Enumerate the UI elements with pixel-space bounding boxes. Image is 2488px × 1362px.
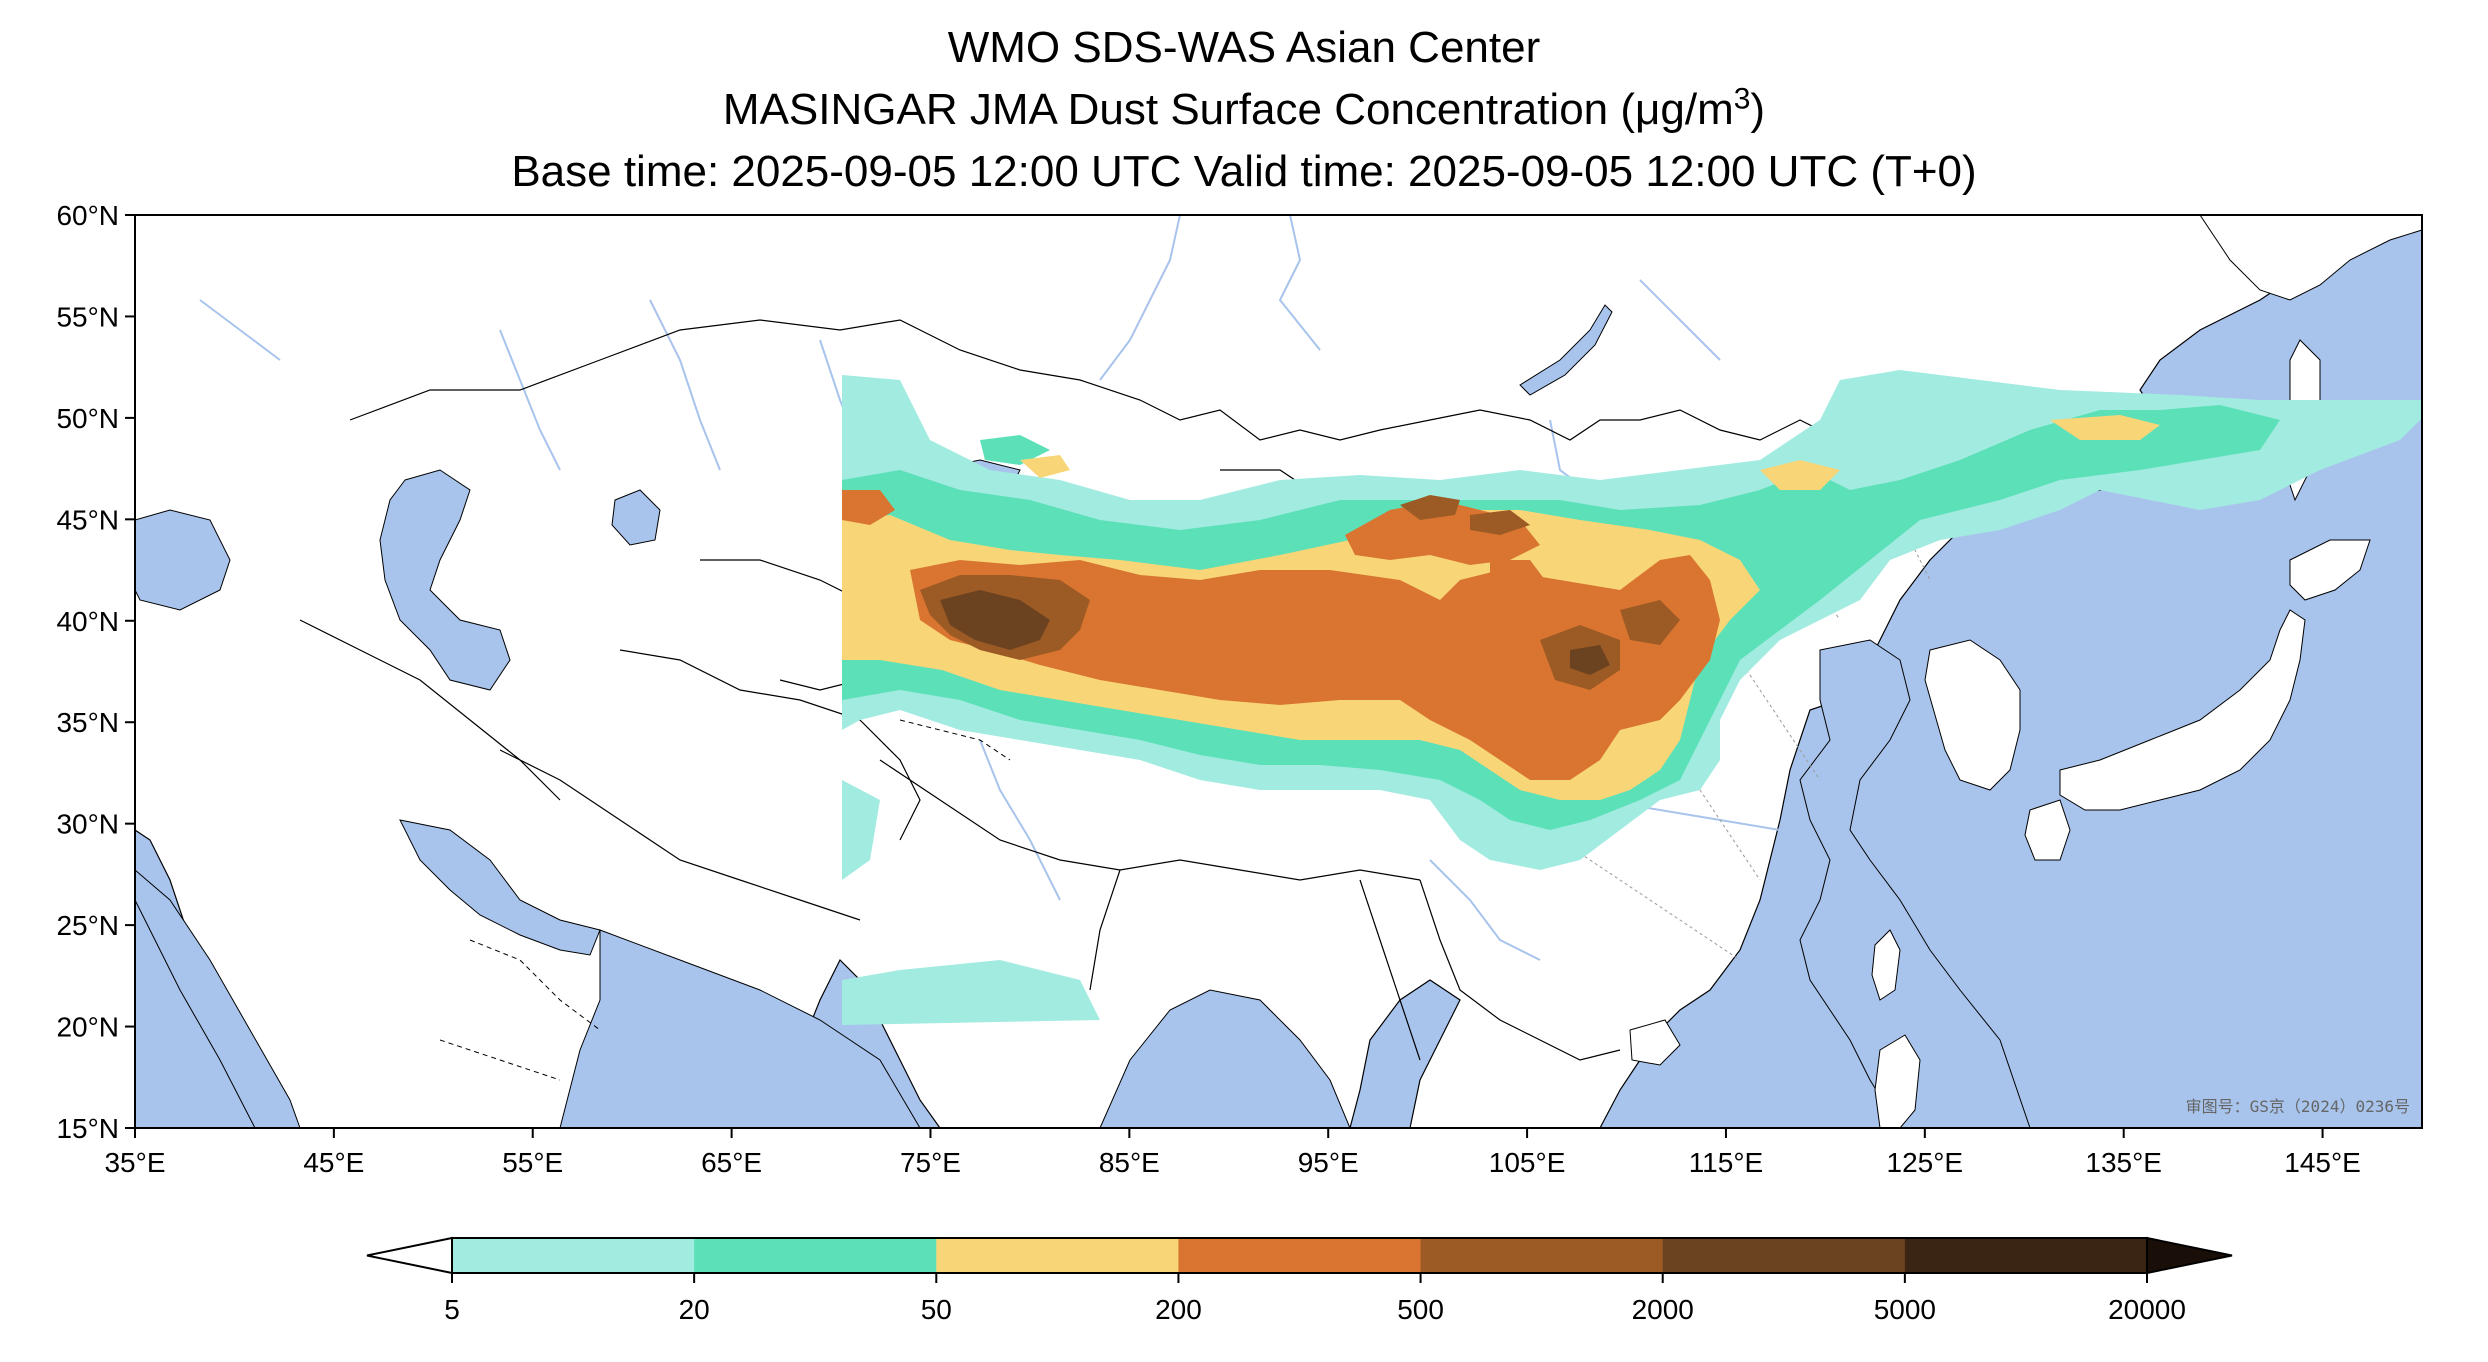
x-tick-label: 75°E: [900, 1147, 961, 1178]
title-line-2-text: MASINGAR JMA Dust Surface Concentration …: [722, 85, 1734, 134]
colorbar-tick-label: 500: [1397, 1294, 1444, 1325]
y-axis-ticks: 60°N 55°N 50°N 45°N 40°N 35°N 30°N 25°N 20°N 15°N: [56, 200, 135, 1144]
colorbar-segment: [936, 1238, 1179, 1273]
x-tick-label: 35°E: [104, 1147, 165, 1178]
land-luzon: [1874, 1034, 1921, 1128]
colorbar-extend-min: [366, 1236, 453, 1275]
colorbar-labels: 5 20 50 200 500 2000 5000 20000: [444, 1273, 2186, 1325]
y-tick-label: 60°N: [56, 200, 119, 231]
lake-baikal: [1519, 304, 1613, 396]
title-unit-superscript: 3: [1733, 82, 1751, 116]
colorbar-segment: [1904, 1238, 2148, 1273]
persian-gulf: [399, 819, 601, 956]
x-axis-ticks: 35°E 45°E 55°E 65°E 75°E 85°E 95°E 105°E 115°E 12…: [104, 1128, 2361, 1178]
dust-layer-2000-5000: [940, 590, 1610, 675]
x-tick-label: 125°E: [1887, 1147, 1964, 1178]
gulf-of-oman: [559, 929, 921, 1128]
y-tick-label: 50°N: [56, 403, 119, 434]
black-sea: [135, 509, 231, 611]
y-tick-label: 15°N: [56, 1113, 119, 1144]
land-japan-honshu: [2059, 609, 2306, 811]
colorbar-tick-label: 2000: [1632, 1294, 1694, 1325]
land-japan-kyushu: [2024, 799, 2071, 861]
x-tick-label: 45°E: [303, 1147, 364, 1178]
caspian-sea: [379, 469, 511, 691]
x-tick-label: 105°E: [1489, 1147, 1566, 1178]
title-line-3: Base time: 2025-09-05 12:00 UTC Valid ti…: [511, 147, 1977, 196]
yellow-sea: [1799, 639, 2031, 1128]
colorbar-boxes: [366, 1236, 2233, 1275]
land-korea: [1924, 639, 2021, 791]
dashed-borders: [439, 719, 1011, 1081]
x-tick-label: 145°E: [2284, 1147, 2361, 1178]
x-tick-label: 55°E: [502, 1147, 563, 1178]
red-sea: [135, 869, 301, 1128]
colorbar-tick-label: 20000: [2108, 1294, 2186, 1325]
x-tick-label: 85°E: [1099, 1147, 1160, 1178]
title-line-1: WMO SDS-WAS Asian Center: [947, 23, 1541, 72]
dust-layer-200-500: [842, 490, 1720, 780]
x-tick-label: 115°E: [1689, 1147, 1764, 1178]
colorbar-segment: [1178, 1238, 1422, 1273]
colorbar-tick-label: 200: [1155, 1294, 1202, 1325]
map-area: [135, 215, 2422, 1128]
colorbar-extend-max: [2146, 1236, 2233, 1275]
land-russian-far-east: [2199, 215, 2422, 301]
sea-of-japan: [1940, 480, 2300, 720]
aral-sea: [611, 489, 661, 546]
y-tick-label: 35°N: [56, 707, 119, 738]
y-tick-label: 30°N: [56, 809, 119, 840]
colorbar-tick-label: 50: [921, 1294, 952, 1325]
bay-of-bengal: [1099, 989, 1351, 1128]
y-tick-label: 20°N: [56, 1012, 119, 1043]
y-tick-label: 45°N: [56, 504, 119, 535]
title-line-2-end: ): [1750, 85, 1766, 134]
land-taiwan: [1871, 929, 1901, 1001]
y-tick-label: 25°N: [56, 910, 119, 941]
colorbar-segment: [1662, 1238, 1906, 1273]
colorbar-tick-label: 5: [444, 1294, 460, 1325]
y-tick-label: 40°N: [56, 606, 119, 637]
x-tick-label: 135°E: [2085, 1147, 2162, 1178]
colorbar-tick-label: 20: [679, 1294, 710, 1325]
colorbar-outline: [451, 1237, 2148, 1274]
land-japan-hokkaido: [2289, 539, 2371, 601]
colorbar-tick-label: 5000: [1874, 1294, 1936, 1325]
map-frame: [134, 214, 2423, 1129]
land-hainan: [1629, 1019, 1681, 1066]
map-watermark: 审图号：GS京（2024）0236号: [2186, 1097, 2410, 1116]
colorbar-segment: [452, 1238, 695, 1273]
title-line-2: MASINGAR JMA Dust Surface Concentration …: [0, 84, 2488, 136]
y-tick-label: 55°N: [56, 301, 119, 332]
x-tick-label: 65°E: [701, 1147, 762, 1178]
colorbar-segment: [1420, 1238, 1664, 1273]
colorbar-segment: [694, 1238, 937, 1273]
x-tick-label: 95°E: [1298, 1147, 1359, 1178]
